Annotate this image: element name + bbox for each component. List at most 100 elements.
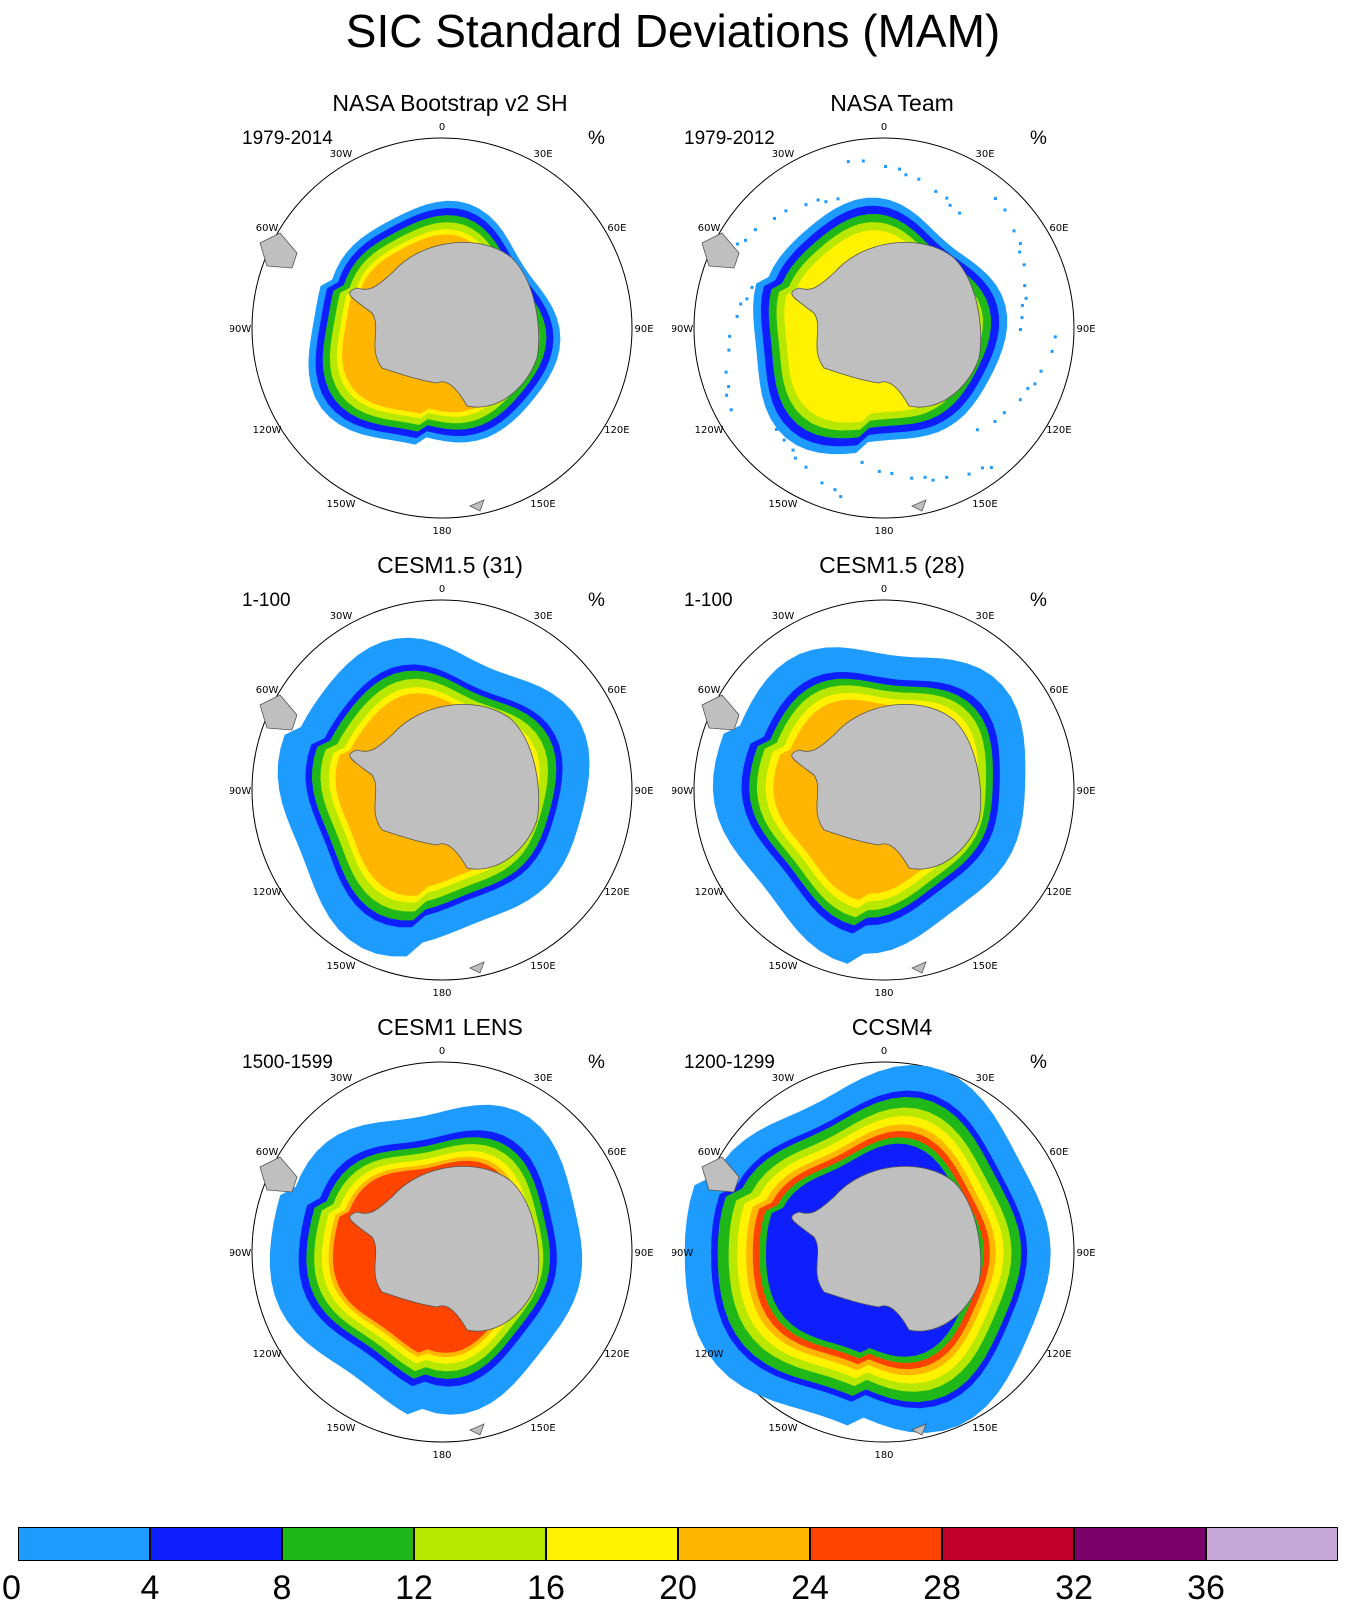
longitude-label: 120W (695, 887, 724, 898)
longitude-label: 150E (530, 961, 555, 972)
ice-speckle (1020, 303, 1024, 307)
panel-units: % (588, 128, 605, 149)
longitude-label: 60W (698, 223, 721, 234)
longitude-label: 30E (975, 1073, 994, 1084)
ice-speckle (773, 217, 776, 220)
ice-speckle (1039, 369, 1043, 373)
longitude-label: 30E (975, 149, 994, 160)
panel-period: 1-100 (684, 590, 733, 611)
polar-map: 0 30E 60E 90E 120E 150E 180 150W 120W 90W 60W 30W (230, 122, 654, 537)
colorbar-label: 12 (395, 1569, 433, 1607)
ice-speckle (846, 160, 850, 164)
longitude-label: 180 (874, 1450, 893, 1461)
colorbar-label: 28 (923, 1569, 961, 1607)
ice-speckle (1053, 335, 1057, 339)
south-america-land (701, 232, 740, 269)
new-zealand-land (469, 499, 485, 512)
longitude-label: 0 (881, 122, 887, 133)
ice-speckle (735, 315, 739, 318)
ice-speckle (1024, 296, 1028, 300)
south-america-land (259, 232, 298, 269)
antarctica-land (791, 1166, 982, 1332)
longitude-label: 0 (439, 122, 445, 133)
polar-map: 0 30E 60E 90E 120E 150E 180 150W 120W 90W 60W 30W (230, 1046, 654, 1461)
longitude-label: 150E (972, 1423, 997, 1434)
map-panel: 0 30E 60E 90E 120E 150E 180 150W 120W 90W 60W 30W NA… (672, 90, 1112, 547)
ice-speckle (816, 198, 820, 202)
map-panel: 0 30E 60E 90E 120E 150E 180 150W 120W 90W 60W 30W NA… (230, 90, 670, 547)
colorbar-swatch (1074, 1527, 1206, 1561)
ice-speckle (768, 408, 772, 412)
ice-speckle (804, 465, 808, 469)
antarctica-land (791, 242, 982, 408)
ice-speckle (784, 209, 788, 213)
ice-speckle (898, 167, 901, 171)
longitude-label: 60W (256, 685, 279, 696)
ice-speckle (791, 448, 795, 452)
longitude-label: 120E (1046, 425, 1071, 436)
ice-speckle (824, 200, 828, 204)
south-america-land (259, 694, 298, 731)
longitude-label: 150E (530, 1423, 555, 1434)
ice-speckle (904, 173, 908, 177)
longitude-label: 150W (327, 499, 356, 510)
colorbar-swatch (18, 1527, 150, 1561)
ice-speckle (804, 203, 808, 207)
panel-period: 1979-2012 (684, 128, 775, 149)
ice-speckle (1002, 411, 1006, 415)
panel-title: CESM1.5 (28) (819, 552, 965, 578)
longitude-label: 180 (432, 526, 451, 537)
polar-map: 0 30E 60E 90E 120E 150E 180 150W 120W 90W 60W 30W (672, 122, 1096, 537)
longitude-label: 90W (230, 324, 251, 335)
panel-period: 1200-1299 (684, 1052, 775, 1073)
longitude-label: 0 (439, 584, 445, 595)
longitude-label: 150E (972, 499, 997, 510)
map-panel: 0 30E 60E 90E 120E 150E 180 150W 120W 90W 60W 30W CE… (230, 1014, 670, 1471)
longitude-label: 150W (327, 1423, 356, 1434)
longitude-label: 120W (253, 887, 282, 898)
longitude-label: 90E (634, 786, 653, 797)
ice-speckle (967, 472, 971, 476)
ice-speckle (753, 228, 757, 232)
longitude-label: 150W (769, 961, 798, 972)
colorbar-swatch (414, 1527, 546, 1561)
ice-speckle (861, 159, 865, 163)
longitude-label: 90E (1076, 324, 1095, 335)
colorbar-label: 8 (272, 1569, 292, 1607)
south-america-land (259, 1156, 298, 1193)
colorbar-swatch (546, 1527, 678, 1561)
longitude-label: 90W (672, 1248, 693, 1259)
polar-map: 0 30E 60E 90E 120E 150E 180 150W 120W 90W 60W 30W (230, 584, 654, 999)
longitude-label: 180 (874, 988, 893, 999)
ice-speckle (948, 203, 952, 207)
longitude-label: 30E (533, 611, 552, 622)
colorbar-label: 16 (527, 1569, 565, 1607)
longitude-label: 120W (253, 1349, 282, 1360)
longitude-label: 30W (772, 149, 795, 160)
ice-speckle (1050, 349, 1054, 353)
longitude-label: 30E (975, 611, 994, 622)
antarctica-land (791, 704, 982, 870)
ice-speckle (884, 165, 887, 168)
ice-speckle (727, 385, 731, 389)
longitude-label: 90E (634, 1248, 653, 1259)
ice-speckle (989, 466, 993, 469)
longitude-label: 60E (607, 1147, 626, 1158)
ice-speckle (910, 476, 914, 480)
longitude-label: 90W (672, 324, 693, 335)
longitude-label: 60W (698, 1147, 721, 1158)
longitude-label: 60E (1049, 1147, 1068, 1158)
ice-speckle (833, 488, 837, 492)
panel-period: 1979-2014 (242, 128, 333, 149)
longitude-label: 120E (1046, 1349, 1071, 1360)
panel-units: % (1030, 590, 1047, 611)
ice-speckle (877, 469, 881, 473)
ice-speckle (774, 419, 778, 423)
longitude-label: 0 (881, 584, 887, 595)
antarctica-land (349, 704, 540, 870)
ice-speckle (1020, 316, 1024, 320)
ice-speckles (724, 159, 1057, 499)
longitude-label: 90W (672, 786, 693, 797)
ice-speckle (1003, 208, 1007, 212)
ice-speckle (750, 285, 754, 289)
